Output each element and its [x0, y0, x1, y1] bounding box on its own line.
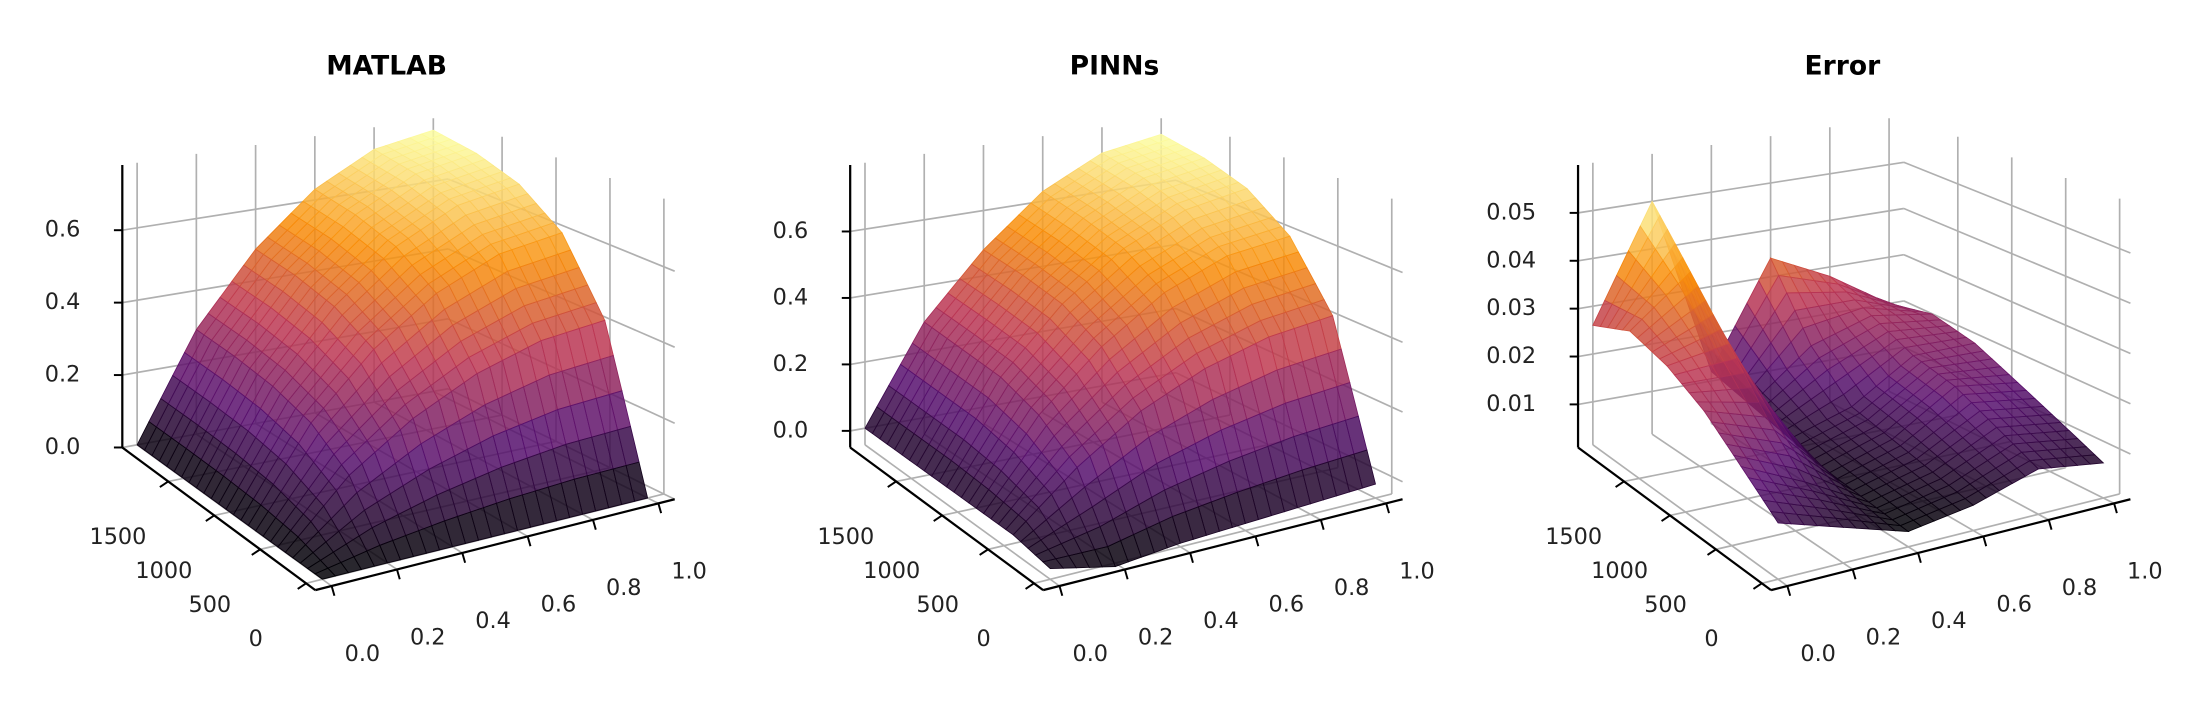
x-tick-label: 0.4: [1203, 608, 1239, 634]
chart-title: PINNs: [1070, 51, 1160, 82]
x-tick: [396, 569, 401, 580]
z-tick-label: 0.2: [773, 351, 809, 377]
x-tick-label: 1.0: [671, 558, 707, 584]
x-tick-label: 0.4: [475, 608, 511, 634]
grid-line: [1033, 493, 1392, 585]
x-tick: [1319, 519, 1325, 530]
y-tick: [1661, 514, 1671, 522]
z-tick-label: 0.0: [45, 434, 81, 460]
y-tick: [1752, 582, 1763, 590]
z-tick-label: 0.05: [1486, 199, 1536, 225]
z-tick-label: 0.02: [1486, 343, 1536, 369]
x-tick: [1917, 552, 1922, 564]
y-tick: [979, 548, 989, 556]
x-tick: [592, 519, 597, 530]
z-tick-label: 0.04: [1486, 247, 1536, 273]
x-tick-label: 1.0: [2127, 558, 2163, 584]
chart-title: Error: [1805, 51, 1882, 82]
y-tick-label: 1500: [1545, 524, 1602, 550]
grid-line: [1761, 493, 2120, 585]
x-tick: [657, 503, 663, 514]
x-tick-label: 0.0: [345, 641, 381, 667]
axis-line: [315, 498, 675, 592]
grid-line: [1903, 253, 2131, 355]
y-tick: [1706, 548, 1717, 556]
x-tick: [330, 585, 336, 597]
y-tick-label: 1000: [863, 558, 920, 584]
x-tick-label: 1.0: [1399, 558, 1435, 584]
x-tick: [1385, 503, 1390, 514]
x-tick: [1254, 536, 1260, 547]
grid-line: [1592, 444, 1788, 587]
grid-line: [1577, 161, 1905, 214]
surface-patch: [314, 567, 337, 580]
z-tick-label: 0.0: [773, 417, 809, 443]
x-tick-label: 0.0: [1800, 641, 1836, 667]
y-tick-label: 1500: [89, 524, 146, 550]
y-tick: [297, 582, 307, 590]
x-tick: [526, 536, 532, 547]
y-tick: [1025, 582, 1035, 590]
z-tick-label: 0.4: [45, 289, 81, 315]
axis-line: [1577, 446, 1772, 592]
axis-line: [1770, 498, 2131, 592]
z-tick-label: 0.03: [1486, 295, 1536, 321]
x-tick-label: 0.6: [1269, 591, 1305, 617]
grid-line: [1903, 207, 2131, 305]
z-tick-label: 0.2: [45, 362, 81, 388]
x-tick: [1058, 585, 1064, 597]
y-tick-label: 1500: [817, 524, 874, 550]
y-tick-label: 1000: [135, 558, 192, 584]
surface-patch: [1041, 558, 1065, 570]
grid-line: [864, 444, 1060, 587]
grid-line: [1903, 161, 2131, 254]
grid-line: [1651, 433, 1854, 571]
z-tick-label: 0.6: [773, 218, 809, 244]
x-tick-label: 0.8: [606, 575, 642, 601]
x-tick: [461, 552, 467, 564]
axis-line: [1042, 498, 1403, 592]
y-tick: [251, 548, 261, 556]
z-tick-label: 0.6: [45, 217, 81, 243]
x-tick-label: 0.2: [1866, 624, 1902, 650]
y-tick-label: 0: [1704, 626, 1718, 652]
z-tick-label: 0.01: [1486, 391, 1536, 417]
x-tick: [1189, 552, 1194, 564]
axis-line: [849, 446, 1044, 592]
x-tick: [1786, 585, 1792, 597]
z-tick-label: 0.4: [773, 284, 809, 310]
x-tick-label: 0.6: [1996, 591, 2032, 617]
y-tick-label: 500: [916, 592, 959, 618]
y-tick: [1615, 480, 1625, 488]
x-tick: [2113, 503, 2118, 514]
x-tick-label: 0.4: [1931, 608, 1967, 634]
y-tick: [159, 480, 169, 488]
y-tick: [887, 480, 897, 488]
y-tick-label: 0: [977, 626, 991, 652]
x-tick-label: 0.2: [410, 624, 446, 650]
x-tick: [2047, 519, 2053, 530]
x-tick: [1851, 569, 1857, 580]
y-tick-label: 0: [249, 626, 263, 652]
chart-title: MATLAB: [326, 51, 447, 82]
y-tick-label: 500: [1644, 592, 1687, 618]
y-tick: [933, 514, 943, 522]
y-tick-label: 1000: [1591, 558, 1648, 584]
y-tick-label: 500: [188, 592, 231, 618]
axis-line: [121, 446, 316, 592]
surface-patch: [1769, 511, 1792, 525]
grid-line: [1903, 300, 2131, 405]
y-tick: [205, 514, 215, 522]
x-tick-label: 0.0: [1072, 641, 1108, 667]
x-tick-label: 0.8: [2062, 575, 2098, 601]
x-tick: [1123, 569, 1129, 580]
x-tick-label: 0.8: [1334, 575, 1370, 601]
x-tick: [1982, 536, 1988, 547]
x-tick-label: 0.2: [1138, 624, 1174, 650]
x-tick-label: 0.6: [541, 591, 577, 617]
